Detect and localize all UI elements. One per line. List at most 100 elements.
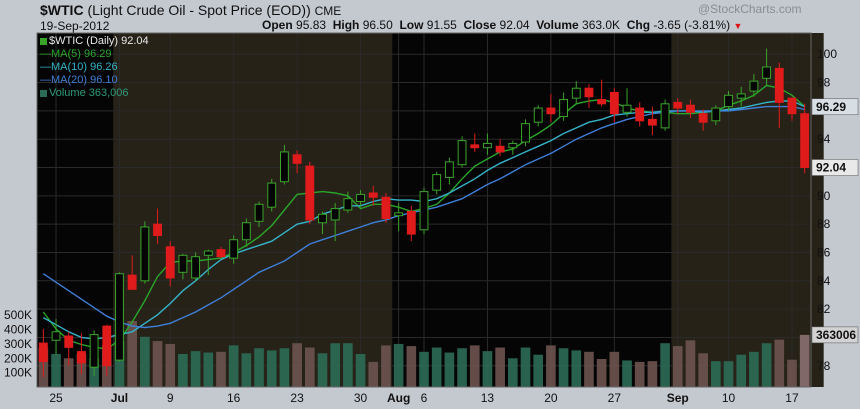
volume-bar xyxy=(558,348,569,387)
volume-bar xyxy=(495,347,505,387)
volume-tick-400K: 400K xyxy=(4,323,32,337)
x-tick-6: 6 xyxy=(421,391,428,405)
x-tick-Sep: Sep xyxy=(667,391,689,405)
volume-bar xyxy=(799,334,810,387)
legend-ma10-text: MA(10) 96.26 xyxy=(51,61,118,73)
volume-label: Volume xyxy=(536,18,579,32)
candle-body xyxy=(698,113,708,123)
legend-main-text: $WTIC (Daily) 92.04 xyxy=(49,35,149,47)
symbol-title: $WTIC xyxy=(40,2,84,18)
high-value: 96.50 xyxy=(362,18,393,32)
candle-body xyxy=(241,222,251,241)
volume-bar xyxy=(469,345,480,387)
volume-bar xyxy=(457,348,467,387)
volume-bar xyxy=(216,351,226,387)
candle-body xyxy=(635,107,645,122)
close-value: 92.04 xyxy=(499,18,530,32)
watermark: @StockCharts.com xyxy=(698,2,802,16)
candle-body xyxy=(749,80,759,92)
volume-bar xyxy=(304,347,315,387)
chg-down-arrow-icon: ▼ xyxy=(733,21,743,31)
candle-body xyxy=(343,198,353,211)
legend-volume: Volume 363,006 xyxy=(40,87,149,100)
volume-bar xyxy=(672,346,683,387)
volume-bar xyxy=(749,351,759,387)
volume-bar xyxy=(406,346,417,387)
candle-body xyxy=(279,151,289,183)
chg-value: -3.65 (-3.81%) xyxy=(653,18,731,32)
symbol-description: (Light Crude Oil - Spot Price (EOD)) xyxy=(87,2,311,18)
volume-bar xyxy=(533,354,544,387)
volume-bar xyxy=(381,345,391,387)
volume-bar xyxy=(254,348,264,387)
candle-body xyxy=(165,246,175,279)
candle-body xyxy=(800,113,810,169)
volume-bar xyxy=(343,343,353,387)
volume-bar xyxy=(482,351,493,387)
candle-body xyxy=(736,93,746,99)
candle-body xyxy=(356,193,365,203)
legend-ma5: —MA(5) 96.29 xyxy=(40,48,149,61)
y-tick-84: 84 xyxy=(817,274,831,288)
candle-body xyxy=(330,208,340,221)
high-label: High xyxy=(332,18,360,32)
volume-bar xyxy=(520,347,531,387)
candle-body xyxy=(457,140,467,166)
candle-body xyxy=(267,182,277,208)
volume-bar xyxy=(571,350,582,387)
x-tick-23: 23 xyxy=(290,391,304,405)
candle-body xyxy=(432,174,442,191)
y-tick-78: 78 xyxy=(817,359,831,373)
volume-bar xyxy=(584,351,594,387)
candle-body xyxy=(76,351,86,364)
candle-body xyxy=(686,104,695,113)
candle-body xyxy=(254,203,264,222)
candle-body xyxy=(673,101,683,109)
volume-bar xyxy=(51,353,61,387)
chart-legend: $WTIC (Daily) 92.04 —MA(5) 96.29 —MA(10)… xyxy=(40,35,149,100)
candle-body xyxy=(153,223,162,236)
volume-bar xyxy=(787,359,797,387)
candle-body xyxy=(102,325,112,367)
x-tick-20: 20 xyxy=(544,391,558,405)
candle-body xyxy=(521,123,530,143)
volume-bar xyxy=(178,353,188,387)
x-tick-Jul: Jul xyxy=(111,391,128,405)
candle-body xyxy=(292,154,302,164)
candle-body xyxy=(216,249,226,258)
legend-ma20-line-icon: — xyxy=(40,74,51,86)
volume-bar xyxy=(127,320,137,387)
volume-bar xyxy=(114,341,125,387)
candle-body xyxy=(724,94,733,108)
volume-bar xyxy=(241,353,252,387)
volume-bar xyxy=(279,348,290,387)
candle-body xyxy=(140,226,150,282)
volume-tick-200K: 200K xyxy=(4,351,32,365)
x-tick-16: 16 xyxy=(227,391,241,405)
candle-body xyxy=(368,192,378,198)
y-tick-86: 86 xyxy=(817,245,831,259)
candle-body xyxy=(597,99,607,105)
candle-body xyxy=(89,334,99,368)
candle-body xyxy=(546,107,556,115)
date-label: 19-Sep-2012 xyxy=(40,19,110,33)
legend-ma10: —MA(10) 96.26 xyxy=(40,61,149,74)
x-tick-10: 10 xyxy=(722,391,736,405)
candle-body xyxy=(381,196,391,219)
volume-bar xyxy=(723,361,734,387)
candle-body xyxy=(38,342,48,363)
volume-bar xyxy=(190,351,201,387)
candle-body xyxy=(787,97,797,115)
candle-body xyxy=(191,256,201,279)
y-tick-82: 82 xyxy=(817,302,831,316)
last-ma-label: 96.29 xyxy=(816,100,846,114)
x-tick-9: 9 xyxy=(167,391,174,405)
candle-body xyxy=(394,212,404,217)
volume-bar xyxy=(660,343,670,387)
volume-tick-500K: 500K xyxy=(4,308,32,322)
candle-body xyxy=(508,142,518,149)
x-tick-30: 30 xyxy=(354,391,368,405)
volume-bar xyxy=(140,336,150,387)
volume-bar xyxy=(431,347,442,387)
